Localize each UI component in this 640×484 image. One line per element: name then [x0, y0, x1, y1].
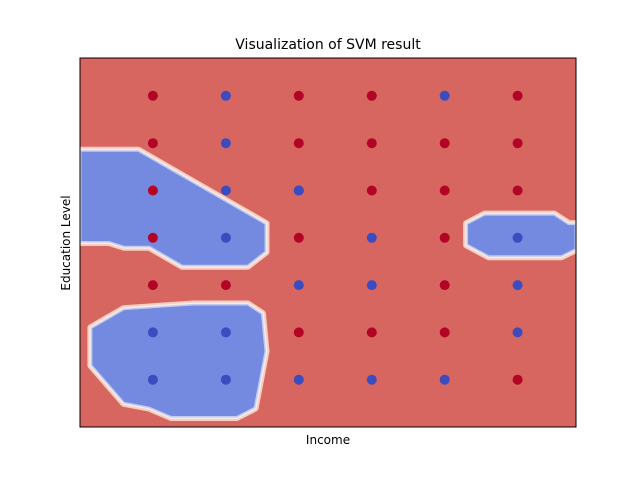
red-data-point: [512, 185, 523, 196]
blue-data-point: [512, 280, 523, 291]
blue-data-point: [512, 327, 523, 338]
blue-data-point: [220, 90, 231, 101]
blue-data-point: [220, 138, 231, 149]
blue-data-point: [293, 185, 304, 196]
blue-data-point: [220, 232, 231, 243]
red-data-point: [220, 280, 231, 291]
red-data-point: [439, 327, 450, 338]
red-data-point: [366, 327, 377, 338]
blue-data-point: [512, 232, 523, 243]
blue-data-point: [366, 232, 377, 243]
blue-data-point: [366, 374, 377, 385]
red-data-point: [293, 232, 304, 243]
x-axis-label: Income: [306, 433, 350, 447]
blue-data-point: [293, 280, 304, 291]
red-data-point: [147, 280, 158, 291]
red-data-point: [439, 185, 450, 196]
blue-data-point: [220, 327, 231, 338]
blue-data-point: [220, 374, 231, 385]
red-data-point: [147, 90, 158, 101]
red-data-point: [512, 138, 523, 149]
red-data-point: [147, 185, 158, 196]
red-data-point: [366, 90, 377, 101]
red-data-point: [439, 280, 450, 291]
red-data-point: [147, 232, 158, 243]
red-data-point: [366, 185, 377, 196]
blue-data-point: [366, 280, 377, 291]
red-data-point: [439, 138, 450, 149]
blue-data-point: [439, 90, 450, 101]
data-points: [147, 90, 523, 385]
red-data-point: [293, 90, 304, 101]
blue-data-point: [147, 374, 158, 385]
red-data-point: [366, 138, 377, 149]
red-data-point: [293, 138, 304, 149]
red-data-point: [512, 90, 523, 101]
red-data-point: [512, 374, 523, 385]
chart-title: Visualization of SVM result: [235, 37, 421, 53]
blue-data-point: [439, 374, 450, 385]
blue-data-point: [220, 185, 231, 196]
plot-frame: [79, 57, 577, 428]
blue-data-point: [293, 374, 304, 385]
red-data-point: [147, 138, 158, 149]
red-data-point: [293, 327, 304, 338]
y-axis-label: Education Level: [59, 195, 73, 290]
red-data-point: [439, 232, 450, 243]
blue-data-point: [147, 327, 158, 338]
blue-decision-region-edge: [80, 148, 268, 268]
